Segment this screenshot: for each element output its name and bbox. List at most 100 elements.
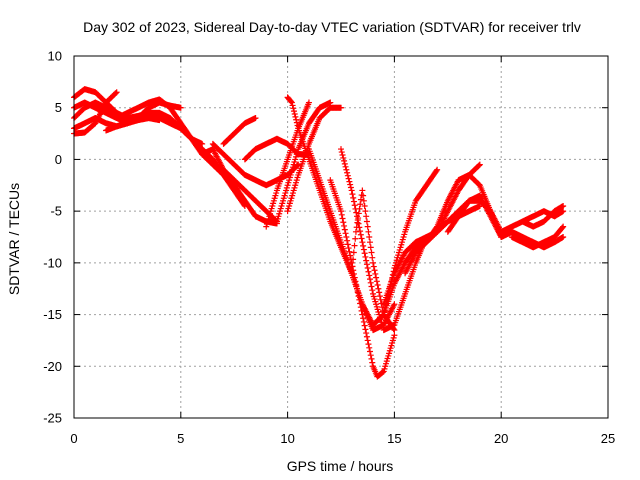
series-arc-5	[71, 89, 120, 137]
y-axis-label: SDTVAR / TECUs	[6, 183, 22, 295]
data-point	[380, 311, 387, 318]
data-point	[342, 163, 349, 170]
data-point	[363, 213, 370, 220]
data-point	[355, 215, 362, 222]
data-point	[348, 259, 355, 266]
series-arc-6	[103, 115, 163, 134]
data-point	[343, 234, 350, 240]
data-point	[391, 301, 398, 308]
data-point	[368, 249, 375, 256]
data-point	[361, 250, 368, 257]
x-tick-label: 5	[177, 431, 184, 446]
data-point	[382, 304, 389, 311]
data-point	[338, 146, 344, 153]
data-point	[391, 327, 398, 334]
data-point	[357, 228, 364, 235]
data-point	[372, 270, 379, 277]
series-arc-17	[338, 146, 430, 334]
data-point	[366, 272, 373, 279]
data-point	[177, 104, 184, 111]
data-point	[366, 344, 373, 351]
data-point	[344, 172, 351, 179]
data-point	[338, 149, 345, 156]
data-point	[360, 315, 367, 322]
data-point	[371, 267, 378, 274]
data-point	[390, 325, 397, 332]
data-point	[347, 252, 354, 259]
data-point	[354, 289, 361, 296]
series-arc-16	[327, 177, 398, 380]
series-arc-18	[348, 187, 398, 334]
data-point	[357, 300, 364, 307]
data-point	[366, 234, 373, 240]
data-point	[363, 257, 370, 264]
series-arc-14	[284, 94, 398, 328]
series-arc-26	[498, 228, 567, 251]
data-point	[360, 242, 367, 249]
data-point	[344, 241, 351, 248]
data-point	[367, 244, 374, 251]
data-point	[368, 283, 375, 290]
data-point	[348, 270, 355, 277]
data-point	[292, 113, 299, 120]
data-point	[434, 166, 441, 173]
series-arc-12	[273, 99, 334, 225]
series-arc-28	[519, 208, 567, 225]
data-point	[367, 279, 374, 286]
data-point	[559, 224, 566, 231]
data-point	[341, 157, 348, 164]
x-axis-ticks: 0 5 10 15 20 25	[70, 56, 615, 446]
data-point	[560, 234, 567, 240]
y-tick-label: -25	[43, 411, 62, 426]
data-point	[356, 296, 363, 303]
y-tick-label: -10	[43, 255, 62, 270]
data-point	[353, 282, 360, 289]
data-point	[363, 330, 370, 337]
data-point	[368, 355, 375, 362]
data-point	[347, 181, 354, 188]
data-point	[376, 289, 383, 296]
data-point	[340, 219, 347, 226]
data-point	[354, 219, 361, 226]
data-point	[364, 223, 371, 230]
series-arc-11	[263, 99, 312, 230]
data-point	[362, 253, 369, 260]
data-point	[356, 205, 363, 212]
data-point	[370, 263, 377, 270]
x-tick-label: 20	[494, 431, 508, 446]
data-point	[363, 218, 370, 225]
series-arc-10	[220, 115, 259, 147]
data-point	[357, 304, 364, 311]
y-tick-label: 10	[48, 49, 62, 64]
data-point	[346, 248, 353, 255]
data-point	[291, 111, 298, 118]
data-point	[351, 274, 358, 281]
data-point	[340, 154, 347, 161]
data-point	[252, 115, 259, 122]
data-point	[355, 210, 362, 217]
data-point	[355, 293, 362, 300]
data-point	[357, 231, 364, 238]
data-point	[352, 235, 359, 242]
data-point	[349, 263, 356, 270]
chart-title: Day 302 of 2023, Sidereal Day-to-day VTE…	[83, 19, 581, 35]
data-point	[560, 223, 567, 230]
y-axis-ticks: -25 -20 -15 -10 -5 0 5 10	[43, 49, 608, 426]
series-arc-4	[71, 96, 206, 147]
data-point	[373, 274, 380, 281]
data-point	[361, 322, 368, 329]
data-point	[359, 311, 366, 318]
data-point	[367, 352, 374, 359]
data-point	[560, 202, 567, 209]
x-axis-label: GPS time / hours	[287, 458, 394, 474]
data-point	[360, 197, 367, 204]
data-point	[346, 178, 353, 185]
data-point	[350, 249, 357, 256]
data-point	[288, 98, 295, 105]
series-arc-8	[199, 146, 280, 225]
data-point	[294, 122, 301, 129]
data-point	[343, 166, 350, 173]
y-tick-label: -15	[43, 307, 62, 322]
data-point	[339, 151, 346, 158]
data-point	[369, 287, 376, 294]
